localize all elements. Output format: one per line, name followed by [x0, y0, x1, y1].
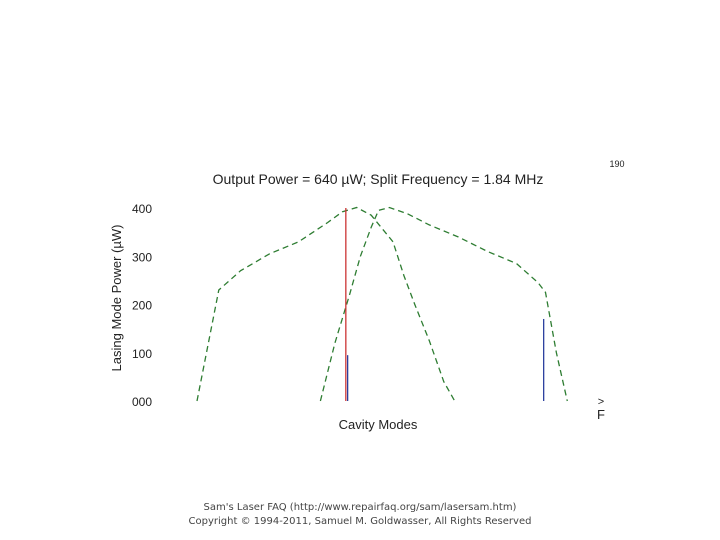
y-axis-label: Lasing Mode Power (µW) [109, 225, 124, 372]
side-mark-top: > [598, 396, 604, 408]
gain-curve [319, 206, 568, 402]
chart-title: Output Power = 640 µW; Split Frequency =… [213, 171, 544, 187]
y-tick-label: 000 [132, 395, 152, 409]
x-axis-label: Cavity Modes [339, 417, 418, 432]
y-tick-label: 300 [132, 250, 152, 264]
footer-copyright: Copyright © 1994-2011, Samuel M. Goldwas… [188, 516, 532, 527]
side-mark-bottom: F [597, 407, 605, 422]
footer: Sam's Laser FAQ (http://www.repairfaq.or… [0, 501, 720, 529]
y-tick-label: 200 [132, 299, 152, 313]
gain-curve [196, 206, 456, 402]
y-tick-label: 100 [132, 347, 152, 361]
footer-source: Sam's Laser FAQ (http://www.repairfaq.or… [203, 502, 517, 513]
y-tick-label: 400 [132, 202, 152, 216]
corner-label: 190 [609, 159, 624, 169]
